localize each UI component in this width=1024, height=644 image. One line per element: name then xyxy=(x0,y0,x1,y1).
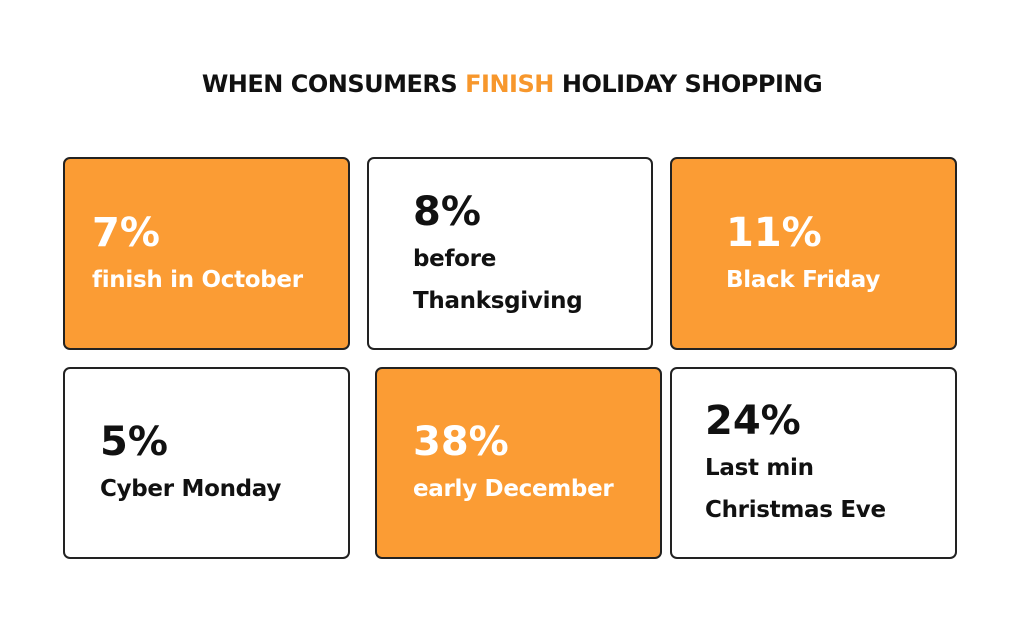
title-highlight: FINISH xyxy=(465,70,554,98)
stat-card: 24% Last min Christmas Eve xyxy=(670,367,957,559)
stat-label: before xyxy=(413,245,497,272)
stat-value: 7% xyxy=(92,209,160,256)
stat-label: Cyber Monday xyxy=(100,476,282,502)
stat-value: 38% xyxy=(413,419,509,465)
stat-value: 8% xyxy=(413,188,481,235)
stat-card: 11% Black Friday xyxy=(670,157,957,350)
stat-card: 8% before Thanksgiving xyxy=(367,157,653,350)
title: WHEN CONSUMERS FINISH HOLIDAY SHOPPING xyxy=(0,70,1024,98)
stat-card: 38% early December xyxy=(375,367,662,559)
stat-label: Christmas Eve xyxy=(705,497,886,523)
title-text: WHEN CONSUMERS xyxy=(201,70,458,98)
stat-value: 5% xyxy=(100,419,168,465)
stat-label: finish in October xyxy=(92,266,303,293)
stat-value: 11% xyxy=(726,209,822,256)
stat-label: Thanksgiving xyxy=(413,287,583,314)
stat-card: 7% finish in October xyxy=(63,157,350,350)
title-text: HOLIDAY SHOPPING xyxy=(561,70,823,98)
stat-card: 5% Cyber Monday xyxy=(63,367,350,559)
stat-label: Last min xyxy=(705,455,814,481)
stat-value: 24% xyxy=(705,398,801,444)
stat-label: early December xyxy=(413,476,614,502)
stat-label: Black Friday xyxy=(726,266,881,293)
